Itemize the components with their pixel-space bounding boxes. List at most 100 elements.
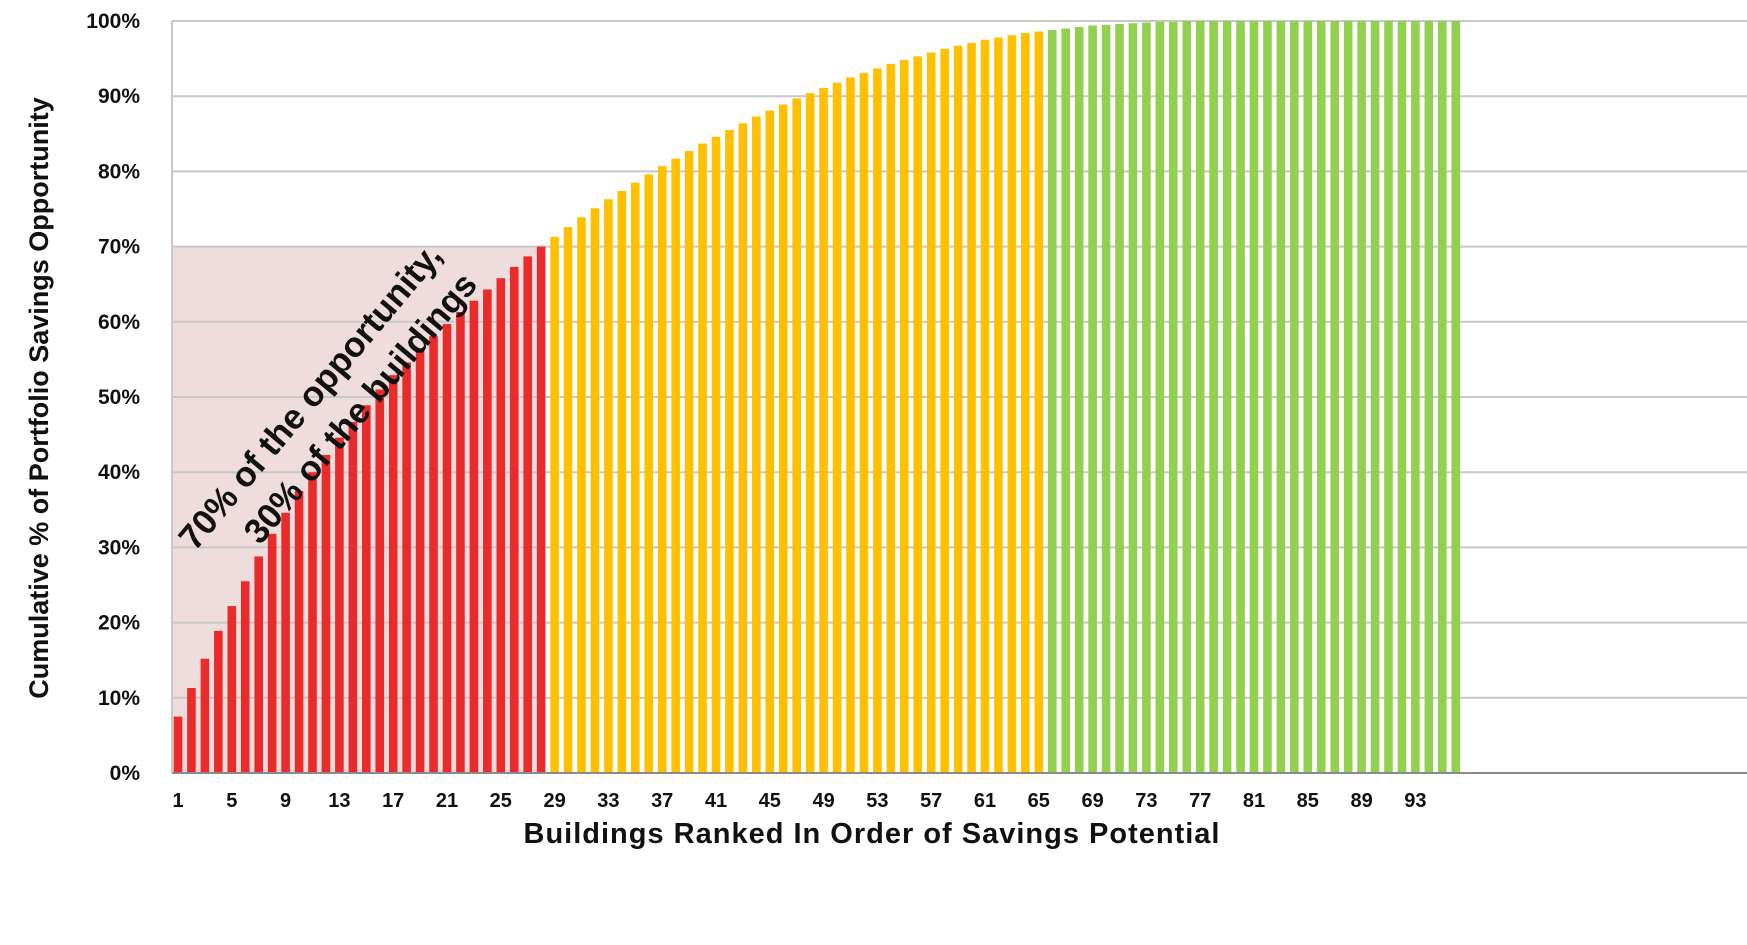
bar (725, 130, 734, 774)
x-tick-label: 73 (1135, 790, 1157, 812)
bar (321, 454, 331, 773)
bar (617, 190, 627, 773)
x-tick-label: 49 (812, 790, 834, 812)
bar (1061, 28, 1070, 773)
bar (348, 421, 358, 773)
y-tick-label: 30% (98, 536, 140, 559)
bar (375, 389, 385, 773)
bar (1438, 21, 1447, 773)
x-tick-label: 21 (436, 790, 458, 812)
bar (1276, 21, 1286, 773)
x-tick-label: 69 (1081, 790, 1103, 812)
x-tick-label: 1 (172, 790, 183, 812)
x-tick-label: 85 (1297, 790, 1319, 812)
bar (1316, 21, 1326, 773)
bar (1101, 24, 1111, 773)
bar (1384, 21, 1393, 773)
bar (523, 256, 532, 774)
bar (953, 45, 963, 774)
x-tick-label: 65 (1028, 790, 1050, 812)
bar (1021, 33, 1030, 774)
x-tick-label: 41 (705, 790, 727, 812)
bar (631, 182, 640, 773)
bar (1007, 35, 1017, 773)
y-axis-label: Cumulative % of Portfolio Savings Opport… (24, 97, 54, 699)
x-tick-label: 13 (328, 790, 350, 812)
bar (1411, 21, 1420, 773)
bar (886, 63, 896, 773)
bar (1155, 21, 1165, 773)
bar (267, 533, 277, 773)
x-tick-label: 61 (974, 790, 996, 812)
bar (590, 208, 600, 774)
bar (1263, 21, 1272, 773)
bar (913, 56, 923, 774)
bar (1330, 21, 1339, 773)
bar (536, 246, 546, 774)
y-tick-label: 50% (98, 386, 140, 409)
bar (698, 143, 707, 774)
bar (832, 82, 842, 773)
bar (967, 42, 976, 774)
bar (429, 336, 438, 773)
x-axis-label: Buildings Ranked In Order of Savings Pot… (524, 818, 1221, 850)
bar (308, 472, 317, 773)
bar (1034, 31, 1044, 773)
bar (254, 556, 263, 773)
y-tick-label: 100% (86, 10, 140, 33)
bar (765, 110, 775, 774)
bar (456, 312, 465, 773)
bar (294, 491, 304, 773)
y-tick-label: 10% (98, 687, 140, 710)
bar (738, 123, 748, 774)
bar (227, 606, 237, 773)
x-tick-label: 89 (1350, 790, 1372, 812)
bar (859, 72, 869, 773)
bar (1074, 27, 1084, 774)
bar (173, 716, 183, 773)
bar (994, 37, 1003, 773)
bar (1169, 21, 1178, 773)
bar (1182, 21, 1192, 773)
bar (711, 136, 721, 774)
bar (469, 300, 479, 773)
x-tick-labels: 1 5 9 13 17 21 25 29 33 37 41 45 49 53 57 61 65 69 73 77 81 8… (172, 790, 1426, 812)
x-tick-label: 45 (759, 790, 781, 812)
bar (926, 52, 936, 774)
y-tick-label: 0% (110, 762, 141, 785)
bar (362, 405, 371, 773)
bar (792, 98, 801, 774)
y-tick-label: 70% (98, 236, 140, 259)
bar (577, 217, 586, 774)
x-tick-label: 5 (226, 790, 237, 812)
bar (644, 174, 654, 773)
bar (1370, 21, 1380, 773)
bar (805, 93, 815, 773)
bar (1397, 21, 1407, 773)
bars (173, 21, 1461, 774)
bar (388, 375, 398, 773)
bar (550, 236, 559, 774)
bar (671, 158, 680, 774)
y-tick-label: 90% (98, 85, 140, 108)
x-tick-label: 17 (382, 790, 404, 812)
bar (778, 104, 788, 774)
x-tick-label: 9 (280, 790, 291, 812)
x-tick-label: 93 (1404, 790, 1426, 812)
bar (1088, 25, 1097, 773)
bar (442, 324, 452, 773)
y-tick-label: 20% (98, 612, 140, 635)
bar (509, 266, 519, 773)
x-tick-label: 33 (597, 790, 619, 812)
y-tick-label: 40% (98, 461, 140, 484)
bar (335, 437, 344, 773)
bar (819, 87, 828, 774)
x-tick-label: 37 (651, 790, 673, 812)
x-tick-label: 77 (1189, 790, 1211, 812)
bar (1357, 21, 1366, 773)
bar (1209, 21, 1218, 773)
bar (1303, 21, 1313, 773)
bar (980, 39, 990, 774)
bar (483, 289, 492, 773)
